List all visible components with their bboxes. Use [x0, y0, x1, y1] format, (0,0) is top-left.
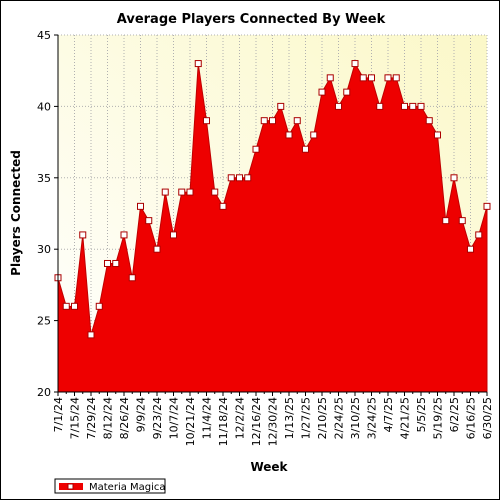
data-point — [376, 102, 384, 110]
data-point — [153, 245, 161, 253]
x-tick-label: 3/10/25 — [349, 397, 362, 439]
data-point — [95, 302, 103, 310]
data-point — [326, 74, 334, 82]
data-point — [417, 102, 425, 110]
x-tick-label: 10/7/24 — [168, 397, 181, 439]
y-tick-labels: 20 25 30 35 40 45 — [37, 29, 58, 399]
x-tick-label: 1/13/25 — [283, 397, 296, 439]
x-tick-label: 4/21/25 — [399, 397, 412, 439]
y-tick-label: 20 — [37, 386, 51, 399]
data-point — [450, 174, 458, 182]
legend-label: Materia Magica — [89, 482, 166, 493]
data-point — [194, 60, 202, 68]
y-tick-label: 35 — [37, 172, 51, 185]
y-tick-label: 30 — [37, 243, 51, 256]
x-tick-label: 12/30/24 — [267, 397, 280, 446]
data-point — [483, 202, 491, 210]
x-tick-label: 7/29/24 — [85, 397, 98, 439]
data-point — [62, 302, 70, 310]
x-tick-label: 3/24/25 — [366, 397, 379, 439]
data-point — [112, 259, 120, 267]
legend-marker — [67, 483, 74, 490]
x-tick-label: 8/12/24 — [102, 397, 115, 439]
data-point — [475, 231, 483, 239]
data-point — [467, 245, 474, 253]
data-point — [302, 145, 309, 153]
x-tick-label: 6/2/25 — [448, 397, 461, 432]
x-tick-label: 10/21/24 — [184, 397, 197, 446]
data-point — [71, 302, 78, 310]
data-point — [104, 259, 111, 267]
x-tick-label: 6/30/25 — [481, 397, 494, 439]
data-point — [293, 117, 301, 125]
data-point — [178, 188, 186, 196]
data-point — [145, 217, 153, 225]
x-tick-label: 2/24/25 — [333, 397, 346, 439]
data-point — [211, 188, 219, 196]
x-tick-label: 11/18/24 — [217, 397, 230, 446]
data-point — [236, 174, 243, 182]
y-tick-label: 45 — [37, 29, 51, 42]
data-point — [310, 131, 318, 139]
data-point — [318, 88, 326, 96]
x-tick-label: 7/1/24 — [52, 397, 65, 432]
data-point — [458, 217, 466, 225]
series-points-layer — [54, 60, 491, 339]
x-tick-label: 5/5/25 — [415, 397, 428, 432]
data-point — [384, 74, 392, 82]
chart-title: Average Players Connected By Week — [117, 12, 386, 27]
x-tick-label: 6/16/25 — [465, 397, 478, 439]
x-tick-label: 5/19/25 — [432, 397, 445, 439]
data-point — [79, 231, 87, 239]
data-point — [368, 74, 375, 82]
data-point — [269, 117, 276, 125]
data-point — [351, 60, 359, 68]
data-point — [120, 231, 128, 239]
data-point — [203, 117, 210, 125]
data-point — [170, 231, 177, 239]
legend: Materia Magica — [54, 478, 166, 494]
data-point — [260, 117, 268, 125]
data-point — [343, 88, 351, 96]
data-point — [219, 202, 227, 210]
data-point — [409, 102, 417, 110]
x-tick-labels: 7/1/24 7/15/24 7/29/24 8/12/24 8/26/24 9/9/24… — [52, 392, 494, 446]
data-point — [128, 274, 136, 282]
x-tick-label: 12/2/24 — [234, 397, 247, 439]
x-tick-label: 11/4/24 — [201, 397, 214, 439]
y-tick-label: 40 — [37, 100, 51, 113]
x-tick-label: 4/7/25 — [382, 397, 395, 432]
data-point — [401, 102, 408, 110]
x-tick-label: 7/15/24 — [69, 397, 82, 439]
data-point — [392, 74, 400, 82]
y-axis-title: Players Connected — [9, 150, 23, 276]
data-point — [359, 74, 367, 82]
data-point — [277, 102, 285, 110]
data-point — [244, 174, 252, 182]
data-point — [137, 202, 144, 210]
data-point — [285, 131, 293, 139]
data-point — [335, 102, 342, 110]
x-tick-label: 12/16/24 — [250, 397, 263, 446]
data-point — [434, 131, 441, 139]
x-tick-label: 9/23/24 — [151, 397, 164, 439]
x-tick-label: 8/26/24 — [118, 397, 131, 439]
data-point — [161, 188, 169, 196]
x-tick-label: 2/10/25 — [316, 397, 329, 439]
data-point — [227, 174, 235, 182]
data-point — [442, 217, 450, 225]
data-point — [252, 145, 260, 153]
x-tick-label: 1/27/25 — [300, 397, 313, 439]
x-tick-label: 9/9/24 — [135, 397, 148, 432]
x-axis-title: Week — [250, 460, 288, 474]
data-point — [425, 117, 433, 125]
y-tick-label: 25 — [37, 315, 51, 328]
data-point — [186, 188, 194, 196]
data-point — [87, 331, 95, 339]
